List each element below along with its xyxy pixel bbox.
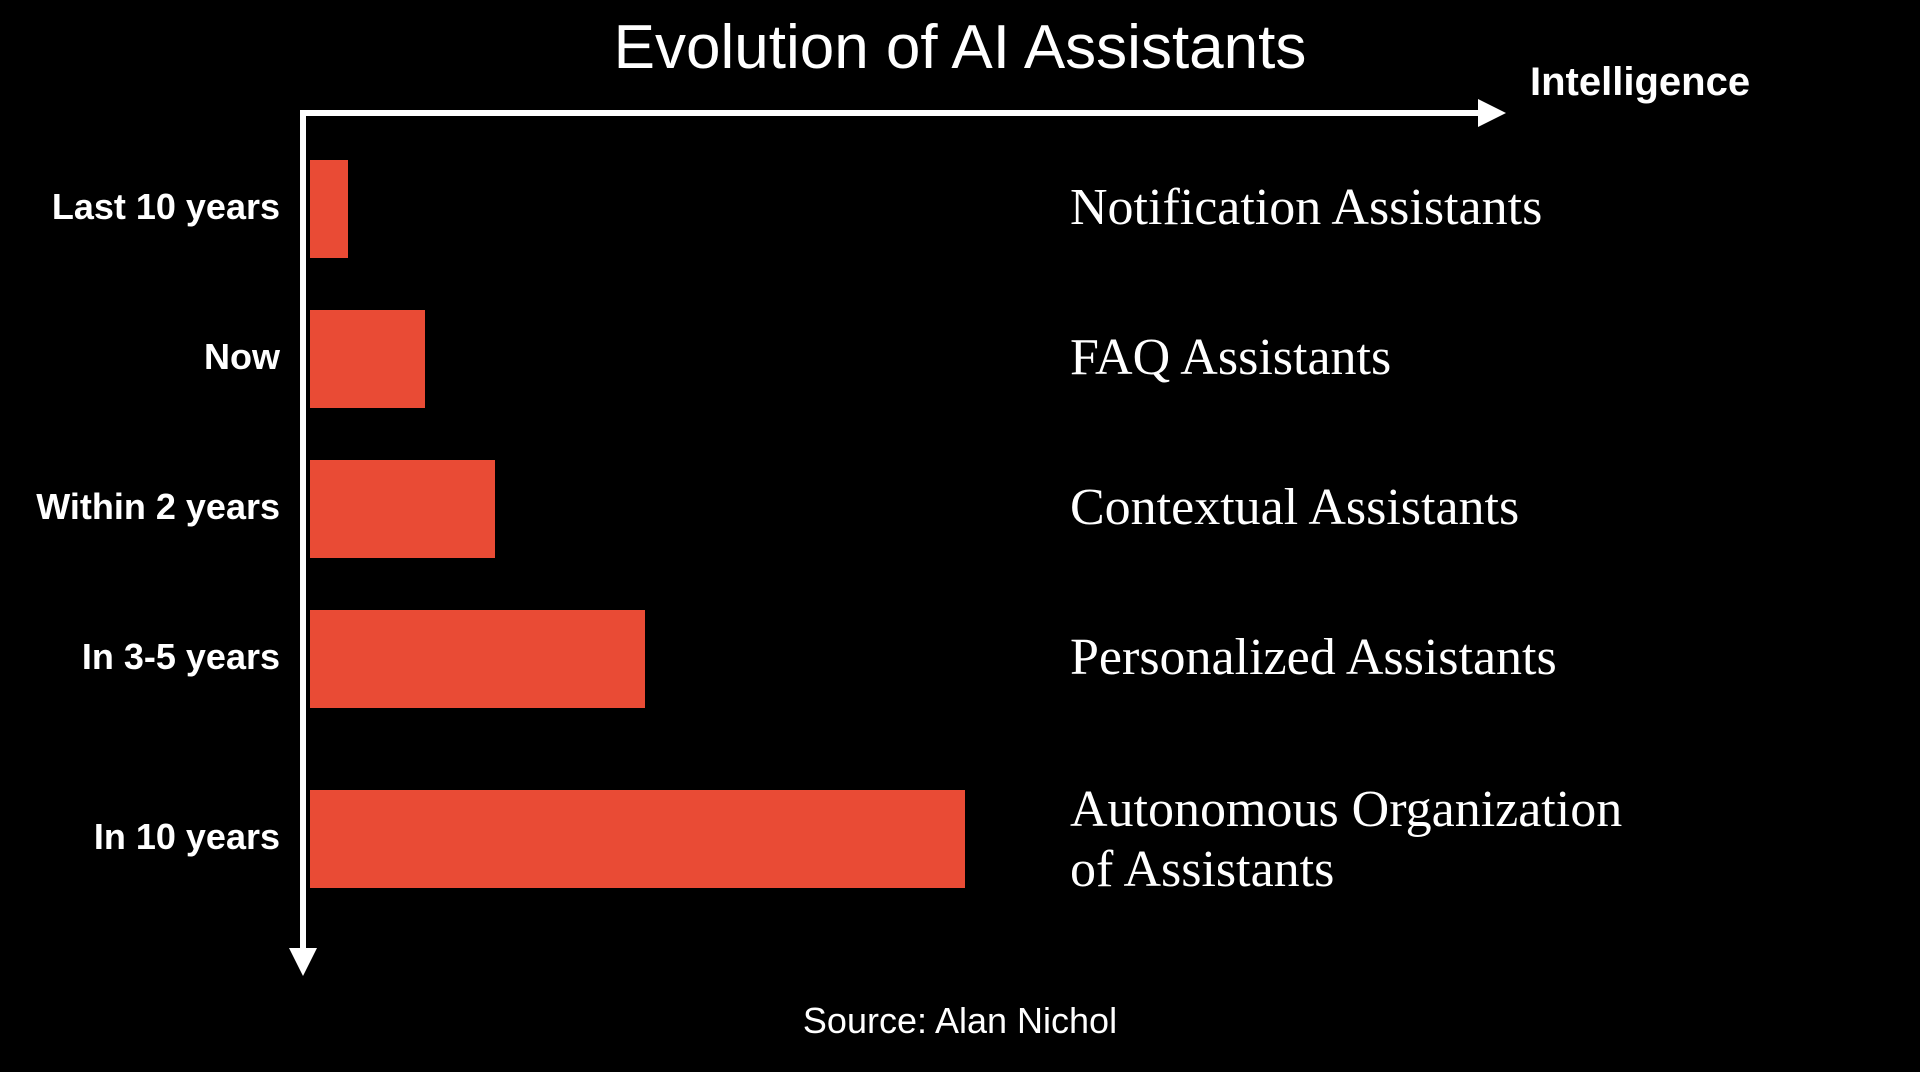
x-axis-arrow-icon [1478,99,1506,127]
period-label-0: Last 10 years [0,186,280,228]
desc-label-1: FAQ Assistants [1070,328,1880,388]
desc-label-2: Contextual Assistants [1070,478,1880,538]
bar-2 [310,460,495,558]
y-axis-arrow-icon [289,948,317,976]
bar-0 [310,160,348,258]
y-axis-line [300,110,306,950]
bar-4 [310,790,965,888]
period-label-1: Now [0,336,280,378]
bar-3 [310,610,645,708]
period-label-4: In 10 years [0,816,280,858]
period-label-3: In 3-5 years [0,636,280,678]
desc-label-4: Autonomous Organizationof Assistants [1070,780,1880,900]
x-axis-line [300,110,1480,116]
period-label-2: Within 2 years [0,486,280,528]
bar-1 [310,310,425,408]
x-axis-label: Intelligence [1530,60,1750,105]
chart-stage: Evolution of AI Assistants Intelligence … [0,0,1920,1072]
desc-label-3: Personalized Assistants [1070,628,1880,688]
source-text: Source: Alan Nichol [0,1000,1920,1042]
desc-label-0: Notification Assistants [1070,178,1880,238]
